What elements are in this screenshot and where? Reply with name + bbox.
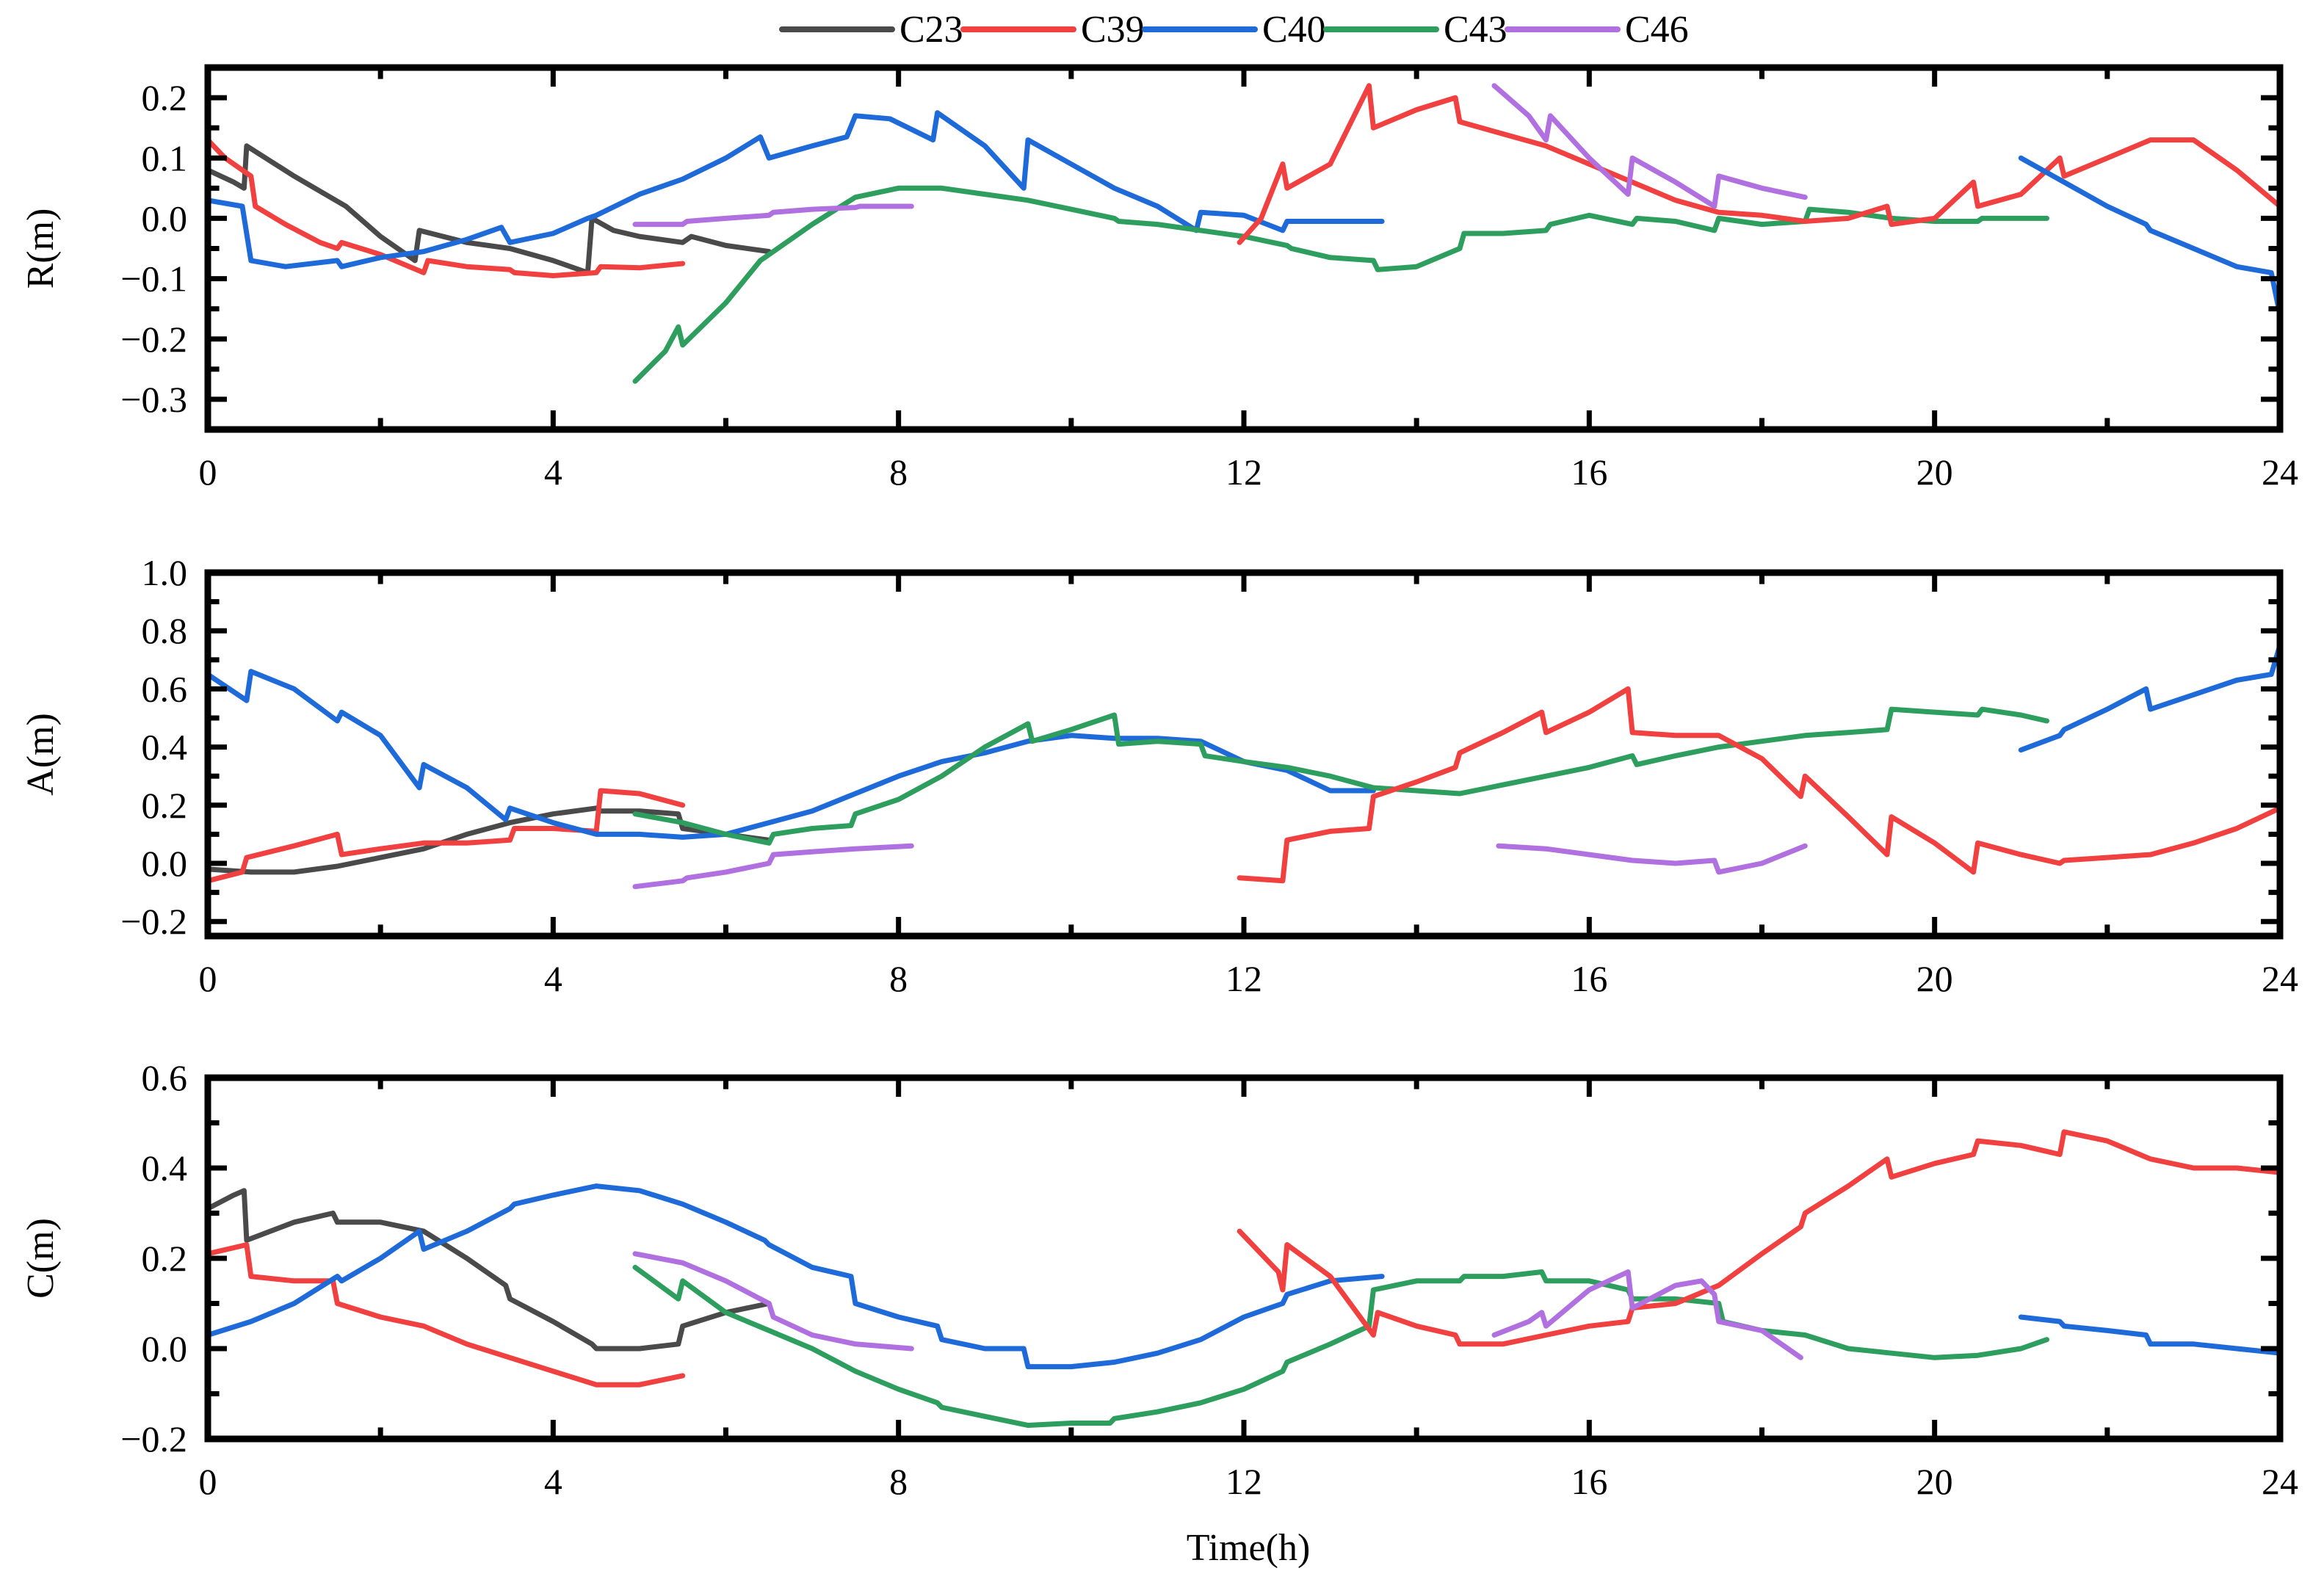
legend-label-c46: C46 bbox=[1625, 9, 1689, 51]
x-tick-label: 0 bbox=[199, 1461, 217, 1502]
panel-3-series bbox=[208, 1129, 2280, 1428]
panel-2: 0 4 8 12 16 20 24 −0.2 0.0 0.2 0.4 0.6 0.8 1.0 A(m) bbox=[20, 552, 2298, 999]
y-tick-label: 0.2 bbox=[142, 77, 188, 118]
y-tick-label: 0.0 bbox=[142, 843, 188, 884]
x-tick-label: 12 bbox=[1226, 451, 1262, 493]
y-tick-label: −0.2 bbox=[120, 901, 187, 942]
legend-label-c40: C40 bbox=[1262, 9, 1326, 51]
series-line-c40-p1-6 bbox=[2018, 155, 2280, 318]
x-tick-label: 4 bbox=[544, 958, 562, 999]
y-tick-label: −0.1 bbox=[120, 258, 187, 300]
x-tick-label: 12 bbox=[1226, 958, 1262, 999]
x-tick-label: 24 bbox=[2262, 958, 2298, 999]
y-axis-title: A(m) bbox=[20, 713, 62, 796]
y-tick-label: 0.6 bbox=[142, 668, 188, 709]
x-tick-label: 0 bbox=[199, 451, 217, 493]
series-line-c40-p2-2 bbox=[208, 669, 1376, 840]
y-tick-label: 0.0 bbox=[142, 197, 188, 239]
y-tick-label: 0.4 bbox=[142, 727, 188, 768]
y-tick-label: 1.0 bbox=[142, 552, 188, 593]
x-tick-label: 16 bbox=[1571, 958, 1607, 999]
x-tick-label: 20 bbox=[1916, 1461, 1953, 1502]
series-line-c40-p3-6 bbox=[2018, 1314, 2280, 1356]
y-axis-title: C(m) bbox=[20, 1218, 62, 1299]
panel-1: 0 4 8 12 16 20 24 −0.3 −0.2 −0.1 0.0 0.1 0.2 R(m) bbox=[20, 64, 2298, 493]
series-line-c39-p2-1 bbox=[208, 788, 686, 884]
y-tick-label: 0.6 bbox=[142, 1057, 188, 1098]
series-line-c46-p2-7 bbox=[1496, 843, 1808, 875]
series-line-c46-p3-7 bbox=[1491, 1269, 1803, 1360]
x-tick-label: 24 bbox=[2262, 451, 2298, 493]
y-tick-label: 0.1 bbox=[142, 137, 188, 178]
panel-2-series bbox=[208, 642, 2280, 890]
series-line-c39-p3-1 bbox=[208, 1242, 686, 1388]
y-tick-label: 0.8 bbox=[142, 610, 188, 651]
series-line-c39-p1-5 bbox=[1237, 83, 2280, 245]
x-axis-title: Time(h) bbox=[1187, 1527, 1311, 1569]
y-axis-title: R(m) bbox=[20, 208, 62, 289]
legend: C23 C39 C40 C43 C46 bbox=[779, 9, 1689, 51]
y-tick-label: 0.2 bbox=[142, 1238, 188, 1279]
x-tick-label: 0 bbox=[199, 958, 217, 999]
series-line-c23-p1-0 bbox=[208, 143, 772, 275]
panel-1-series bbox=[208, 83, 2280, 384]
x-tick-label: 24 bbox=[2262, 1461, 2298, 1502]
panel-2-frame bbox=[204, 569, 2284, 940]
series-line-c43-p2-3 bbox=[632, 706, 2049, 846]
series-line-c40-p3-2 bbox=[208, 1183, 1385, 1370]
x-tick-label: 4 bbox=[544, 1461, 562, 1502]
x-tick-label: 20 bbox=[1916, 958, 1953, 999]
x-tick-label: 12 bbox=[1226, 1461, 1262, 1502]
panel-3-frame bbox=[204, 1074, 2284, 1443]
series-line-c46-p3-4 bbox=[632, 1251, 914, 1352]
series-line-c46-p1-4 bbox=[632, 203, 914, 228]
series-line-c39-p1-1 bbox=[208, 137, 686, 278]
x-tick-label: 16 bbox=[1571, 451, 1607, 493]
series-line-c40-p2-6 bbox=[2018, 642, 2280, 753]
x-tick-label: 8 bbox=[889, 1461, 908, 1502]
x-tick-label: 20 bbox=[1916, 451, 1953, 493]
series-line-c46-p2-4 bbox=[632, 843, 914, 890]
legend-label-c39: C39 bbox=[1081, 9, 1145, 51]
panel-3: 0 4 8 12 16 20 24 −0.2 0.0 0.2 0.4 0.6 C(m) bbox=[20, 1057, 2298, 1502]
y-tick-label: −0.2 bbox=[120, 1418, 187, 1459]
y-tick-label: −0.2 bbox=[120, 319, 187, 360]
x-tick-label: 8 bbox=[889, 451, 908, 493]
series-line-c23-p3-0 bbox=[208, 1188, 772, 1352]
x-tick-label: 4 bbox=[544, 451, 562, 493]
chart-panels: 0 4 8 12 16 20 24 −0.3 −0.2 −0.1 0.0 0.1 0.2 R(m) 0 4 8 1… bbox=[20, 64, 2298, 1502]
y-tick-label: −0.3 bbox=[120, 379, 187, 420]
series-line-c40-p1-2 bbox=[208, 110, 1385, 269]
y-tick-label: 0.2 bbox=[142, 785, 188, 826]
x-tick-label: 8 bbox=[889, 958, 908, 999]
x-tick-label: 16 bbox=[1571, 1461, 1607, 1502]
series-line-c46-p1-7 bbox=[1491, 83, 1808, 209]
legend-label-c23: C23 bbox=[899, 9, 963, 51]
series-line-c39-p2-5 bbox=[1237, 686, 2280, 884]
y-tick-label: 0.4 bbox=[142, 1147, 188, 1189]
legend-label-c43: C43 bbox=[1444, 9, 1507, 51]
y-tick-label: 0.0 bbox=[142, 1328, 188, 1369]
series-line-c39-p3-5 bbox=[1237, 1129, 2280, 1347]
